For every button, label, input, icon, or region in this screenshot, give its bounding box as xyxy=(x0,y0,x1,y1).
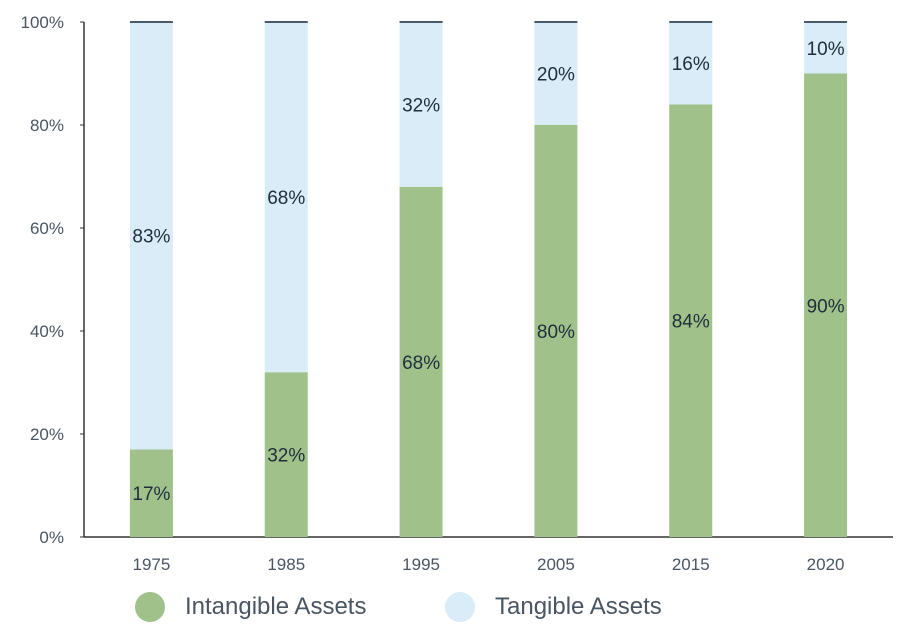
data-label: 20% xyxy=(537,65,575,86)
data-label: 16% xyxy=(672,54,710,75)
legend-item-tangible: Tangible Assets xyxy=(445,592,662,622)
legend: Intangible Assets Tangible Assets xyxy=(0,592,905,636)
data-label: 90% xyxy=(807,296,845,317)
bar-segment xyxy=(129,449,173,537)
bar-segment xyxy=(399,186,443,538)
x-tick-label: 2020 xyxy=(807,555,845,574)
data-label: 10% xyxy=(807,39,845,60)
data-label: 32% xyxy=(402,95,440,116)
x-tick-label: 2005 xyxy=(537,555,575,574)
x-tick-label: 1995 xyxy=(402,555,440,574)
bar-segment xyxy=(399,22,443,187)
bar-segment xyxy=(804,22,848,74)
x-tick-label: 2015 xyxy=(672,555,710,574)
y-tick-label: 100% xyxy=(21,13,64,32)
bar-segment xyxy=(804,73,848,537)
legend-label-intangible: Intangible Assets xyxy=(185,593,367,620)
y-tick-label: 60% xyxy=(30,219,64,238)
y-tick-label: 20% xyxy=(30,425,64,444)
data-label: 68% xyxy=(267,188,305,209)
legend-swatch-tangible xyxy=(445,592,475,622)
data-label: 84% xyxy=(672,312,710,333)
bar-segment xyxy=(534,22,578,125)
legend-swatch-intangible xyxy=(135,592,165,622)
data-label: 32% xyxy=(267,446,305,467)
x-tick-label: 1975 xyxy=(133,555,171,574)
data-label: 17% xyxy=(132,484,170,505)
bar-segment xyxy=(534,125,578,537)
data-label: 68% xyxy=(402,353,440,374)
data-label: 80% xyxy=(537,322,575,343)
y-tick-label: 0% xyxy=(39,528,64,547)
data-label: 83% xyxy=(132,227,170,248)
bar-segment xyxy=(669,104,713,538)
legend-label-tangible: Tangible Assets xyxy=(495,593,662,620)
legend-item-intangible: Intangible Assets xyxy=(135,592,366,622)
y-tick-label: 40% xyxy=(30,322,64,341)
bar-segment xyxy=(669,22,713,105)
x-tick-label: 1985 xyxy=(267,555,305,574)
bar-segment xyxy=(264,372,308,537)
y-tick-label: 80% xyxy=(30,116,64,135)
bar-segment xyxy=(129,22,173,450)
bar-segment xyxy=(264,22,308,373)
